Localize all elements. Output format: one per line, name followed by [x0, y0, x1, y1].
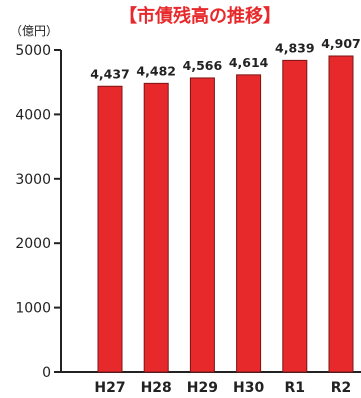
data-labels: 4,437 4,482 4,566 4,614 4,839 4,907	[90, 36, 361, 81]
x-category-label-h27: H27	[94, 380, 125, 396]
plot-area: 0 1000 2000 3000 4000 5000 4,437 4,482 4,566 4,6…	[15, 36, 361, 396]
y-tick-label: 1000	[15, 301, 51, 317]
data-label-h30: 4,614	[229, 55, 269, 70]
chart-title: 【市債残高の推移】	[119, 5, 281, 27]
x-category-label-r2: R2	[331, 380, 352, 396]
y-tick-label: 5000	[15, 43, 51, 59]
y-tick-label: 4000	[15, 107, 51, 123]
x-category-label-r1: R1	[285, 380, 306, 396]
y-tick-label: 0	[42, 365, 51, 381]
data-label-r1: 4,839	[275, 40, 315, 55]
bar-h29	[189, 77, 215, 373]
x-category-label-h30: H30	[233, 380, 264, 396]
bar-h27	[97, 85, 123, 373]
x-category-label-h29: H29	[187, 380, 218, 396]
bar-r1	[282, 59, 308, 373]
y-axis-ticks: 0 1000 2000 3000 4000 5000	[15, 43, 61, 381]
data-label-h28: 4,482	[136, 63, 176, 78]
bar-h30	[236, 74, 262, 373]
data-label-h27: 4,437	[90, 66, 130, 81]
bar-series	[97, 55, 354, 373]
y-axis-unit-label: （億円）	[10, 24, 58, 38]
y-tick-label: 2000	[15, 236, 51, 252]
data-label-h29: 4,566	[183, 58, 223, 73]
x-axis-categories: H27 H28 H29 H30 R1 R2	[94, 380, 351, 396]
bar-r2	[328, 55, 354, 373]
data-label-r2: 4,907	[321, 36, 361, 51]
bar-h28	[143, 82, 169, 373]
x-category-label-h28: H28	[141, 380, 172, 396]
y-tick-label: 3000	[15, 172, 51, 188]
